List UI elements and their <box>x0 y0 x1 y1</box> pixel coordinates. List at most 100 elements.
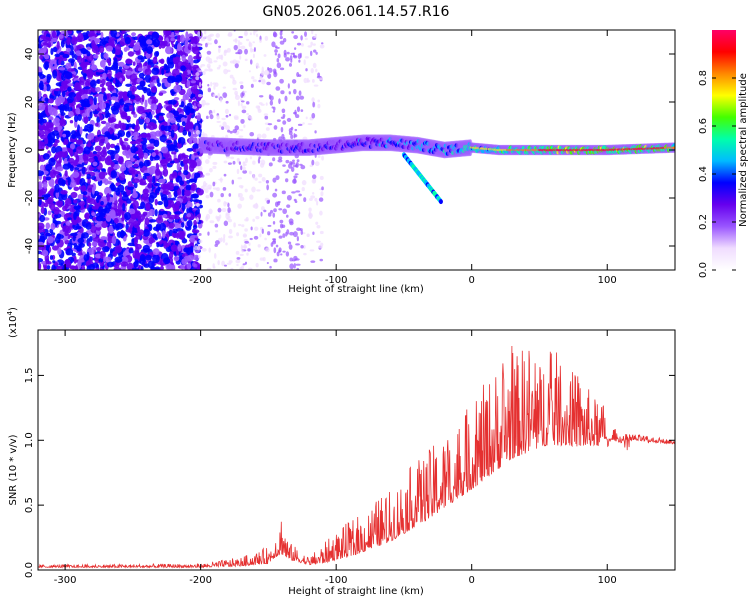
heatmap-cell <box>275 46 280 49</box>
heatmap-cell <box>52 69 58 79</box>
heatmap-cell <box>186 254 195 262</box>
heatmap-cell <box>160 188 164 193</box>
heatmap-cell <box>145 239 150 245</box>
heatmap-cell <box>229 130 233 134</box>
heatmap-cell <box>132 188 137 195</box>
heatmap-cell <box>319 77 323 81</box>
heatmap-cell <box>296 267 300 270</box>
heatmap-cell <box>143 87 147 94</box>
heatmap-cell <box>151 152 157 157</box>
x-tick: -300 <box>54 30 77 286</box>
heatmap-cell <box>310 67 314 74</box>
heatmap-cell <box>222 61 228 67</box>
heatmap-cell <box>239 55 242 60</box>
heatmap-cell <box>64 170 68 177</box>
heatmap-cell <box>170 37 175 42</box>
heatmap-cell <box>88 242 92 248</box>
snr-x-label: Height of straight line (km) <box>288 586 424 597</box>
heatmap-cell <box>222 121 227 128</box>
heatmap-cell <box>252 41 256 44</box>
heatmap-cell <box>189 160 198 169</box>
heatmap-cell <box>195 148 200 152</box>
heatmap-cell <box>114 245 122 254</box>
heatmap-cell <box>38 262 42 270</box>
heatmap-cell <box>264 115 269 120</box>
heatmap-cell <box>82 139 86 145</box>
heatmap-cell <box>176 49 183 56</box>
heatmap-cell <box>164 73 170 77</box>
heatmap-cell <box>308 197 313 201</box>
x-tick: -200 <box>189 330 212 586</box>
heatmap-cell <box>293 175 298 179</box>
heatmap-cell <box>298 193 302 197</box>
heatmap-cell <box>188 178 195 183</box>
heatmap-cell <box>41 249 49 257</box>
heatmap-cell <box>143 152 149 159</box>
y-tick: 0 <box>24 147 675 153</box>
heatmap-cell <box>319 258 324 262</box>
heatmap-cell <box>272 238 276 243</box>
heatmap-cell <box>144 68 152 76</box>
heatmap-cell <box>44 137 49 145</box>
snr-series <box>38 345 675 569</box>
heatmap-cell <box>275 175 280 181</box>
heatmap-cell <box>201 103 205 107</box>
heatmap-cell <box>38 90 42 99</box>
heatmap-cell <box>319 210 323 216</box>
heatmap-cell <box>93 43 97 51</box>
heatmap-cell <box>214 223 219 228</box>
heatmap-cell <box>181 54 186 62</box>
heatmap-cell <box>136 85 144 90</box>
heatmap-cell <box>100 236 107 240</box>
heatmap-cell <box>63 138 69 145</box>
heatmap-cell <box>252 79 257 82</box>
heatmap-cell <box>317 154 321 159</box>
heatmap-cell <box>173 190 178 199</box>
heatmap-cell <box>265 179 270 184</box>
heatmap-cell <box>135 243 142 250</box>
heatmap-cell <box>132 131 140 138</box>
heatmap-cell <box>138 161 144 169</box>
heatmap-cell <box>228 228 233 235</box>
heatmap-cell <box>39 214 46 223</box>
heatmap-cell <box>279 30 283 37</box>
heatmap-cell <box>213 60 218 63</box>
y-tick-label: -20 <box>24 190 35 206</box>
heatmap-cell <box>99 114 103 121</box>
heatmap-cell <box>294 173 299 176</box>
heatmap-cell <box>316 200 319 206</box>
heatmap-cell <box>192 143 199 151</box>
heatmap-cell <box>96 69 105 73</box>
heatmap-cell <box>158 210 162 216</box>
heatmap-cell <box>54 183 60 193</box>
heatmap-cell <box>243 90 247 93</box>
heatmap-cell <box>162 183 171 189</box>
heatmap-cell <box>57 125 63 131</box>
heatmap-cell <box>263 54 267 57</box>
heatmap-cell <box>195 130 201 135</box>
heatmap-cell <box>276 62 282 69</box>
heatmap-cell <box>320 191 324 197</box>
heatmap-cell <box>133 163 139 168</box>
heatmap-cell <box>234 125 240 131</box>
heatmap-cell <box>89 215 94 220</box>
heatmap-cell <box>248 267 253 270</box>
heatmap-cell <box>106 58 111 64</box>
heatmap-cell <box>65 47 71 53</box>
snr-panel: -300 -200 -100 0 100 0.0 0.5 1.0 1.5 Height of … <box>6 307 676 597</box>
heatmap-cell <box>288 91 291 95</box>
heatmap-cell <box>304 56 309 59</box>
heatmap-cell <box>62 80 70 84</box>
heatmap-cell <box>71 252 76 257</box>
heatmap-cell <box>188 98 192 103</box>
heatmap-cell <box>296 236 299 242</box>
x-tick-label: -300 <box>54 275 77 286</box>
heatmap-cell <box>282 37 287 43</box>
heatmap-cell <box>42 36 51 43</box>
heatmap-cell <box>80 47 87 55</box>
heatmap-cell <box>214 95 219 99</box>
heatmap-cell <box>293 198 297 202</box>
heatmap-cell <box>282 233 286 238</box>
heatmap-cell <box>70 130 77 136</box>
heatmap-cell <box>197 93 203 98</box>
